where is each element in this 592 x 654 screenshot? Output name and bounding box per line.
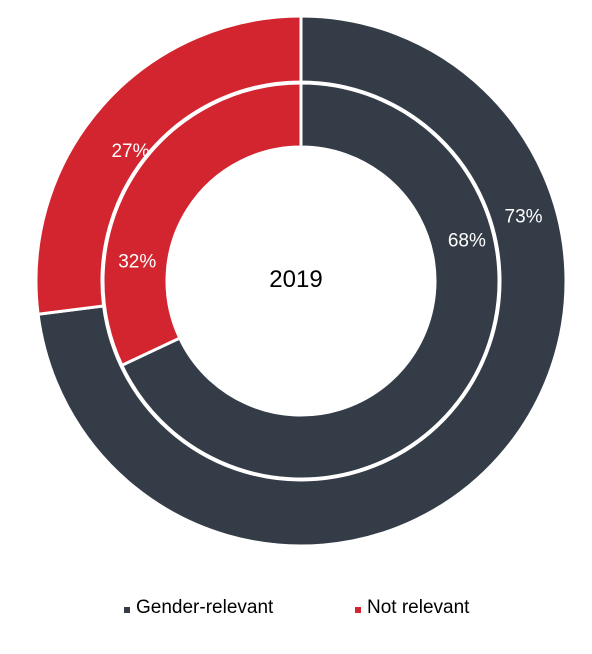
- legend-label-gender-relevant: Gender-relevant: [136, 597, 274, 618]
- center-year-label: 2019: [269, 266, 322, 293]
- legend: Gender-relevant Not relevant: [124, 597, 470, 618]
- legend-swatch-not-relevant: [355, 607, 361, 613]
- outer-ring-label-gender-relevant: 73%: [505, 206, 543, 227]
- percentage-labels: 73% 27% 68% 32%: [111, 141, 542, 273]
- inner-ring-slice-gender-relevant: [119, 81, 501, 481]
- legend-swatch-gender-relevant: [124, 607, 130, 613]
- legend-label-not-relevant: Not relevant: [367, 597, 470, 618]
- outer-ring-label-not-relevant: 27%: [111, 141, 149, 162]
- inner-ring-label-not-relevant: 32%: [118, 252, 156, 273]
- donut-slices: [34, 14, 568, 548]
- inner-ring-slice-not-relevant: [101, 81, 303, 368]
- inner-ring-label-gender-relevant: 68%: [448, 230, 486, 251]
